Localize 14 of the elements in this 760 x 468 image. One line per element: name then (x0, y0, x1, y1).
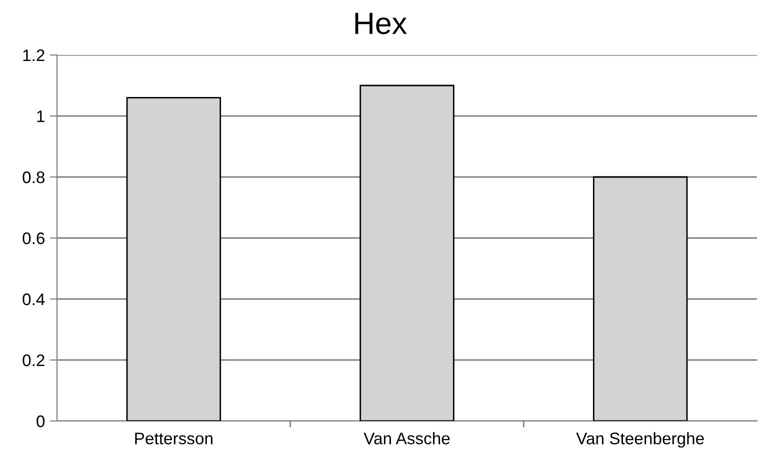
y-tick-label: 0.6 (22, 232, 44, 244)
x-tick-label: Van Assche (364, 432, 450, 444)
bar (592, 176, 688, 421)
bar (126, 97, 222, 421)
x-tick-label: Pettersson (135, 432, 212, 444)
y-tick-label: 1.2 (23, 49, 44, 62)
bar (360, 84, 454, 421)
chart-title: Hex (355, 12, 407, 34)
y-tick-label: 0 (36, 415, 45, 428)
y-tick-label: 1 (37, 110, 44, 122)
y-tick-label: 0.2 (22, 354, 44, 366)
y-tick-label: 0.8 (22, 171, 44, 184)
x-tick-label: Van Steenberghe (576, 432, 704, 448)
y-tick-label: 0.4 (22, 293, 45, 306)
